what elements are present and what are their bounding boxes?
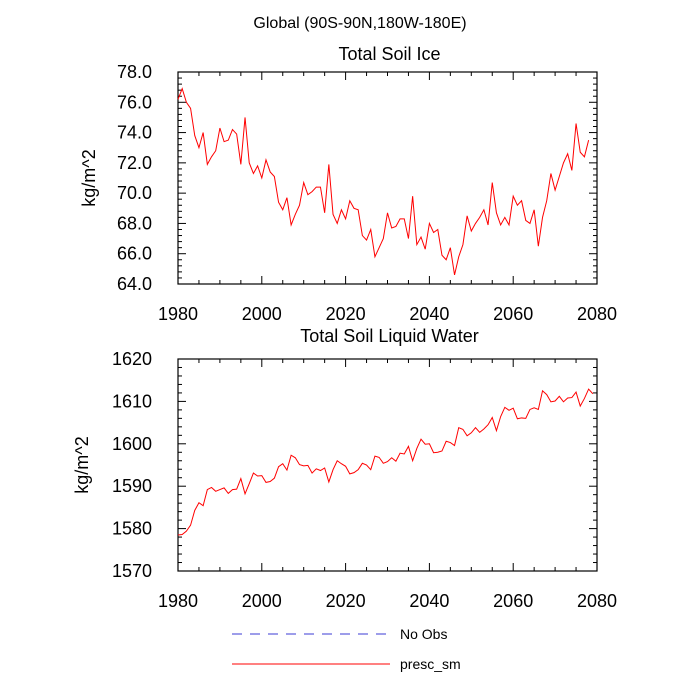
soil-liquid-water-y-tick-label: 1600	[112, 434, 152, 454]
soil-ice-y-tick-label: 74.0	[117, 123, 152, 143]
soil-liquid-water-series-presc-sm-line	[177, 388, 594, 536]
soil-liquid-water-plot-frame	[177, 358, 598, 572]
soil-ice-plot-frame	[177, 71, 598, 285]
soil-liquid-water-y-tick-label: 1570	[112, 561, 152, 581]
soil-ice-y-tick-label: 68.0	[117, 213, 152, 233]
soil-liquid-water-x-tick-label: 2060	[493, 591, 533, 611]
soil-liquid-water-x-tick-label: 2020	[326, 591, 366, 611]
soil-liquid-water-y-axis-label: kg/m^2	[72, 436, 92, 493]
soil-liquid-water-x-tick-label: 2040	[409, 591, 449, 611]
soil-ice-x-tick-label: 2020	[326, 304, 366, 324]
soil-ice-y-tick-label: 78.0	[117, 62, 152, 82]
soil-ice-y-tick-label: 70.0	[117, 183, 152, 203]
soil-ice-x-tick-label: 2080	[577, 304, 617, 324]
soil-liquid-water-panel: Total Soil Liquid Water kg/m^2 1980 2000 202…	[72, 326, 617, 611]
soil-ice-y-tick-label: 72.0	[117, 153, 152, 173]
soil-liquid-water-y-tick-label: 1590	[112, 476, 152, 496]
soil-liquid-water-y-tick-label: 1580	[112, 519, 152, 539]
soil-ice-panel: Total Soil Ice kg/m^2 1980 2000 2020 2040 2060…	[79, 44, 617, 324]
soil-ice-y-tick-label: 66.0	[117, 244, 152, 264]
soil-ice-title: Total Soil Ice	[338, 44, 440, 64]
soil-liquid-water-x-tick-label: 2080	[577, 591, 617, 611]
soil-ice-y-tick-label: 76.0	[117, 92, 152, 112]
soil-liquid-water-y-tick-label: 1620	[112, 349, 152, 369]
legend-no-obs-label: No Obs	[400, 626, 447, 642]
soil-ice-x-tick-label: 2060	[493, 304, 533, 324]
soil-ice-y-axis-label: kg/m^2	[79, 149, 99, 206]
soil-liquid-water-x-tick-label: 1980	[158, 591, 198, 611]
soil-ice-series-presc-sm-line	[177, 87, 590, 276]
soil-liquid-water-y-tick-label: 1610	[112, 391, 152, 411]
figure-title: Global (90S-90N,180W-180E)	[253, 15, 466, 32]
soil-liquid-water-x-tick-label: 2000	[242, 591, 282, 611]
soil-ice-x-tick-label: 2040	[409, 304, 449, 324]
soil-ice-x-tick-label: 1980	[158, 304, 198, 324]
soil-liquid-water-title: Total Soil Liquid Water	[300, 326, 478, 346]
soil-ice-x-tick-label: 2000	[242, 304, 282, 324]
legend-presc-sm-label: presc_sm	[400, 656, 461, 672]
soil-ice-y-tick-label: 64.0	[117, 274, 152, 294]
legend: No Obs presc_sm	[232, 626, 461, 672]
